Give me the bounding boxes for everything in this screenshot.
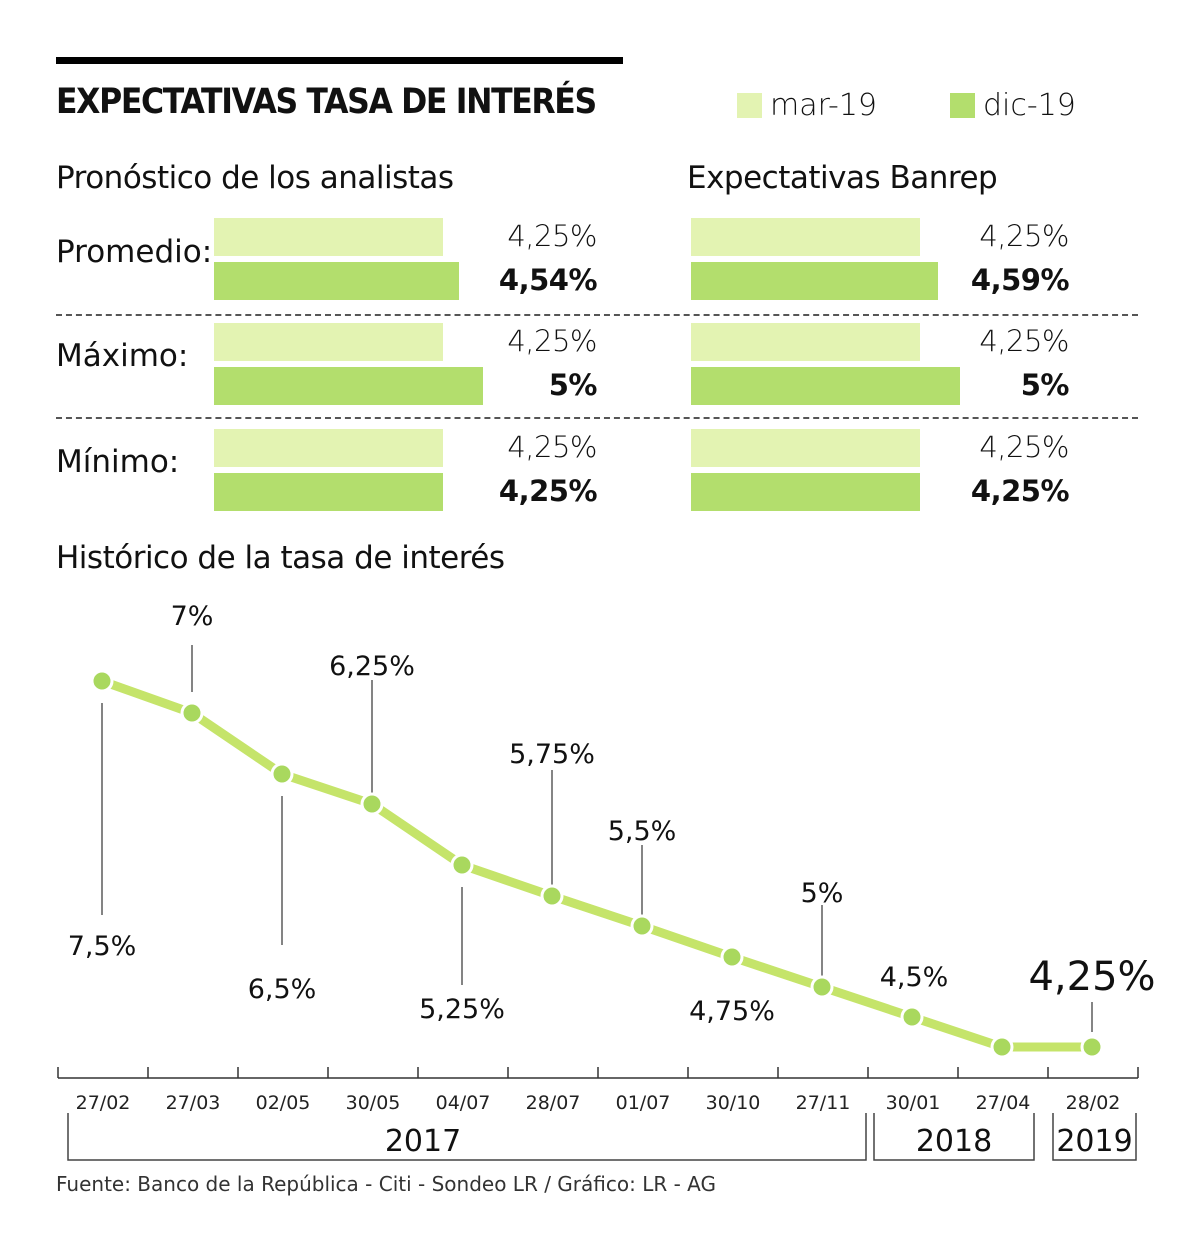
bar-mar19-promedio: [214, 218, 443, 256]
x-tick-label: 28/02: [1066, 1092, 1121, 1114]
legend-swatch-mar19: [737, 93, 762, 118]
x-tick-label: 30/05: [346, 1092, 401, 1114]
x-tick-label: 27/02: [76, 1092, 131, 1114]
title-rule: [56, 57, 623, 64]
row-divider: [56, 314, 1138, 316]
bar-dic19-promedio: [691, 262, 939, 300]
value-dic19-minimo: 4,25%: [498, 474, 598, 508]
data-label: 5,25%: [419, 994, 505, 1025]
row-label-minimo: Mínimo:: [56, 444, 180, 480]
year-bracket: [1052, 1113, 1137, 1161]
data-label: 7%: [171, 601, 214, 632]
value-mar19-minimo: 4,25%: [979, 430, 1069, 464]
x-tick-label: 01/07: [616, 1092, 671, 1114]
x-tick-label: 27/03: [166, 1092, 221, 1114]
legend-item-mar19: mar-19: [737, 88, 877, 123]
bar-mar19-minimo: [214, 429, 443, 467]
value-mar19-promedio: 4,25%: [979, 219, 1069, 253]
legend-swatch-dic19: [950, 93, 975, 118]
panel-title-banrep: Expectativas Banrep: [687, 160, 998, 196]
bar-dic19-promedio: [214, 262, 459, 300]
year-label: 2018: [916, 1124, 992, 1159]
data-label: 4,5%: [880, 962, 949, 993]
data-point: [630, 914, 654, 938]
bar-dic19-maximo: [691, 367, 961, 405]
year-bracket: [873, 1113, 1035, 1161]
data-point: [720, 945, 744, 969]
data-point: [180, 701, 204, 725]
value-mar19-maximo: 4,25%: [979, 324, 1069, 358]
value-mar19-promedio: 4,25%: [507, 219, 597, 253]
row-label-maximo: Máximo:: [56, 338, 189, 374]
bar-mar19-promedio: [691, 218, 920, 256]
x-tick-label: 27/11: [796, 1092, 851, 1114]
x-tick-label: 30/10: [706, 1092, 761, 1114]
data-point: [360, 792, 384, 816]
data-point: [540, 884, 564, 908]
bar-dic19-minimo: [691, 473, 920, 511]
value-dic19-maximo: 5%: [1020, 368, 1070, 402]
data-point: [450, 853, 474, 877]
x-tick-label: 28/07: [526, 1092, 581, 1114]
value-dic19-maximo: 5%: [548, 368, 598, 402]
data-point: [270, 762, 294, 786]
bar-dic19-maximo: [214, 367, 484, 405]
x-tick-label: 04/07: [436, 1092, 491, 1114]
data-point: [90, 669, 114, 693]
history-title: Histórico de la tasa de interés: [56, 540, 505, 576]
data-label: 5,75%: [509, 739, 595, 770]
legend-label: mar-19: [770, 88, 878, 123]
data-label: 4,25%: [1028, 954, 1155, 1000]
data-label: 4,75%: [689, 996, 775, 1027]
data-point: [1080, 1035, 1104, 1059]
data-label: 5,5%: [608, 816, 677, 847]
year-label: 2019: [1056, 1124, 1132, 1159]
bar-dic19-minimo: [214, 473, 443, 511]
x-tick-label: 30/01: [886, 1092, 941, 1114]
row-label-promedio: Promedio:: [56, 234, 213, 270]
data-label: 7,5%: [68, 931, 137, 962]
page-title: EXPECTATIVAS TASA DE INTERÉS: [56, 82, 597, 122]
value-dic19-promedio: 4,59%: [970, 263, 1070, 297]
x-tick-label: 02/05: [256, 1092, 311, 1114]
data-label: 5%: [801, 878, 844, 909]
panel-title-analistas: Pronóstico de los analistas: [56, 160, 454, 196]
data-label: 6,25%: [329, 651, 415, 682]
value-mar19-minimo: 4,25%: [507, 430, 597, 464]
data-point: [900, 1005, 924, 1029]
series-line: [100, 676, 1092, 1052]
value-dic19-promedio: 4,54%: [498, 263, 598, 297]
history-line-chart: 7,5% 7% 6,5% 6,25% 5,25% 5,75% 5,5% 4,75% 5% 4,5%…: [57, 601, 1156, 1161]
bar-mar19-maximo: [691, 323, 920, 361]
bar-mar19-minimo: [691, 429, 920, 467]
legend-item-dic19: dic-19: [950, 88, 1076, 123]
data-point: [990, 1035, 1014, 1059]
source-note: Fuente: Banco de la República - Citi - S…: [56, 1172, 716, 1196]
year-bracket: [67, 1113, 867, 1161]
value-dic19-minimo: 4,25%: [970, 474, 1070, 508]
row-divider: [56, 417, 1138, 419]
value-mar19-maximo: 4,25%: [507, 324, 597, 358]
year-label: 2017: [385, 1124, 461, 1159]
data-point: [810, 975, 834, 999]
legend-label: dic-19: [983, 88, 1076, 123]
x-tick-label: 27/04: [976, 1092, 1031, 1114]
bar-mar19-maximo: [214, 323, 443, 361]
data-label: 6,5%: [248, 974, 317, 1005]
